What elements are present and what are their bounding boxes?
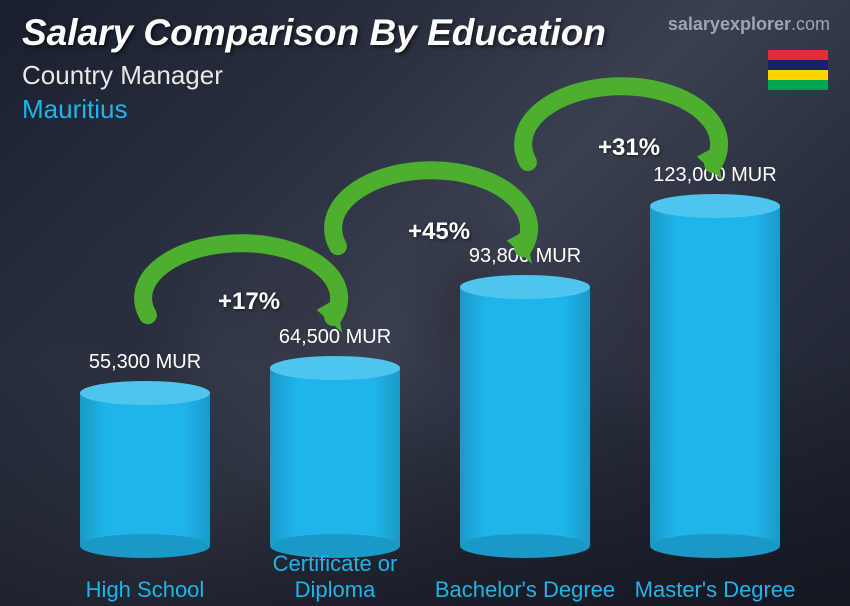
flag-stripe-2 xyxy=(768,60,828,70)
bar-label: Bachelor's Degree xyxy=(430,577,620,602)
flag-stripe-3 xyxy=(768,70,828,80)
watermark-brand: salaryexplorer xyxy=(668,14,791,34)
increase-arc-2 xyxy=(502,104,738,260)
watermark: salaryexplorer.com xyxy=(668,14,830,35)
watermark-tld: .com xyxy=(791,14,830,34)
bar-chart: 55,300 MURHigh School64,500 MURCertifica… xyxy=(40,166,810,546)
bar-label: High School xyxy=(50,577,240,602)
flag-stripe-1 xyxy=(768,50,828,60)
flag-stripe-4 xyxy=(768,80,828,90)
flag-icon xyxy=(768,50,828,90)
bar-label: Master's Degree xyxy=(620,577,810,602)
job-title: Country Manager xyxy=(22,60,223,91)
page-title: Salary Comparison By Education xyxy=(22,12,606,54)
chart-container: Salary Comparison By Education Country M… xyxy=(0,0,850,606)
bar-0: 55,300 MUR xyxy=(80,393,210,546)
bar-label: Certificate or Diploma xyxy=(240,551,430,602)
country-name: Mauritius xyxy=(22,94,127,125)
increase-label: +17% xyxy=(218,288,280,316)
increase-label: +45% xyxy=(408,218,470,246)
increase-label: +31% xyxy=(598,134,660,162)
